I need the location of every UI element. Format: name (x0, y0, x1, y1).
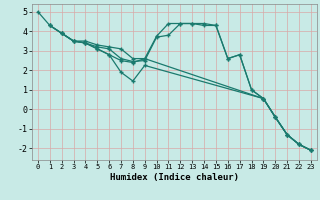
X-axis label: Humidex (Indice chaleur): Humidex (Indice chaleur) (110, 173, 239, 182)
